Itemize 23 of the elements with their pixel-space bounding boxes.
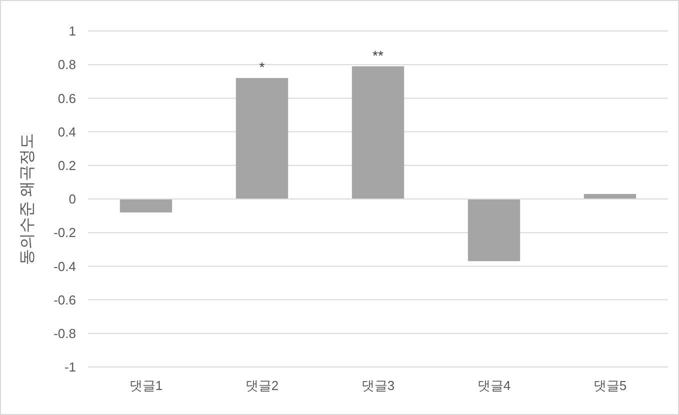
y-tick-label: 0.2 [58,158,76,173]
y-tick-label: 0 [68,192,76,207]
annotation: * [259,59,266,76]
y-tick-label: -0.4 [54,258,76,274]
bar [352,66,404,199]
x-tick-label: 댓글5 [593,378,627,393]
x-tick-label: 댓글1 [129,378,163,393]
bar [120,199,172,212]
y-tick-label: -1 [64,360,76,375]
x-tick-label: 댓글4 [477,378,511,393]
y-tick-label: 0.4 [58,124,76,140]
y-tick-label: 1 [68,24,76,39]
y-tick-label: 0.6 [58,90,76,106]
x-tick-label: 댓글3 [361,378,395,393]
bar [468,199,520,262]
annotation: ** [372,47,384,64]
x-tick-label: 댓글2 [245,378,279,393]
y-tick-label: 0.8 [58,57,76,72]
bar [236,78,288,199]
y-tick-label: -0.8 [54,326,76,341]
y-axis-title: 동의수준 왜곡정도 [19,132,36,266]
y-tick-label: -0.2 [54,225,76,240]
y-tick-label: -0.6 [54,292,76,308]
